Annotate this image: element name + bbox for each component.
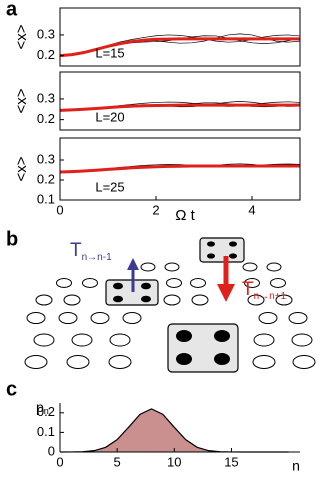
y-axis-label: <x> bbox=[13, 156, 30, 181]
x-tick-label: 15 bbox=[224, 454, 238, 469]
arrow-down-transition bbox=[127, 258, 139, 292]
x-tick-label: 2 bbox=[152, 202, 159, 217]
occupied-site bbox=[105, 279, 159, 306]
plot-frame bbox=[59, 71, 301, 131]
y-axis-label: pn bbox=[36, 399, 49, 417]
y-tick-label: 0.1 bbox=[37, 191, 55, 206]
plot-frame bbox=[59, 7, 301, 67]
panel-annotation: L=25 bbox=[95, 179, 124, 194]
y-axis-label: <x> bbox=[13, 88, 30, 113]
rate-subscript: n→n-1 bbox=[82, 252, 112, 263]
y-tick-label: 0 bbox=[48, 443, 55, 458]
panel-annotation: L=20 bbox=[95, 109, 124, 124]
y-tick-label: 0.2 bbox=[37, 47, 55, 62]
rate-label: Tn→n-1 bbox=[70, 240, 112, 263]
y-tick-label: 0.3 bbox=[37, 26, 55, 41]
panel-label: a bbox=[6, 0, 18, 20]
occupied-site bbox=[199, 237, 245, 263]
arrow-up-transition bbox=[217, 256, 235, 302]
x-tick-label: 4 bbox=[248, 202, 255, 217]
x-axis-label: n bbox=[292, 458, 300, 474]
plot-frame bbox=[59, 137, 301, 201]
data-line bbox=[59, 37, 300, 58]
area-fill bbox=[60, 408, 289, 452]
rate-subscript: n→n+1 bbox=[254, 291, 287, 302]
y-axis-label-main: p bbox=[36, 399, 44, 415]
y-tick-label: 0.1 bbox=[37, 424, 55, 439]
x-tick-label: 0 bbox=[56, 454, 63, 469]
y-axis-label-sub: n bbox=[44, 406, 49, 416]
y-tick-label: 0.3 bbox=[37, 151, 55, 166]
occupied-site bbox=[167, 323, 239, 373]
panel-label: b bbox=[6, 228, 18, 250]
panel-label: c bbox=[6, 378, 17, 400]
y-tick-label: 0.2 bbox=[37, 111, 55, 126]
data-line bbox=[59, 103, 300, 112]
rate-label: Tn→n+1 bbox=[242, 279, 287, 302]
y-tick-label: 0.3 bbox=[37, 90, 55, 105]
rate-symbol: T bbox=[70, 240, 82, 261]
x-tick-label: 0 bbox=[56, 202, 63, 217]
x-tick-label: 10 bbox=[167, 454, 181, 469]
data-line bbox=[59, 164, 300, 174]
x-axis-label: Ω t bbox=[175, 207, 195, 224]
x-tick-label: 5 bbox=[114, 454, 121, 469]
y-axis-label: <x> bbox=[13, 24, 30, 49]
rate-symbol: T bbox=[242, 279, 254, 300]
lattice-sites bbox=[24, 262, 316, 369]
y-tick-label: 0.2 bbox=[37, 171, 55, 186]
y-tick-label: 0.2 bbox=[37, 404, 55, 419]
panel-annotation: L=15 bbox=[95, 45, 124, 60]
lattice-diagram: Tn→n-1 Tn→n+1 bbox=[24, 237, 316, 373]
